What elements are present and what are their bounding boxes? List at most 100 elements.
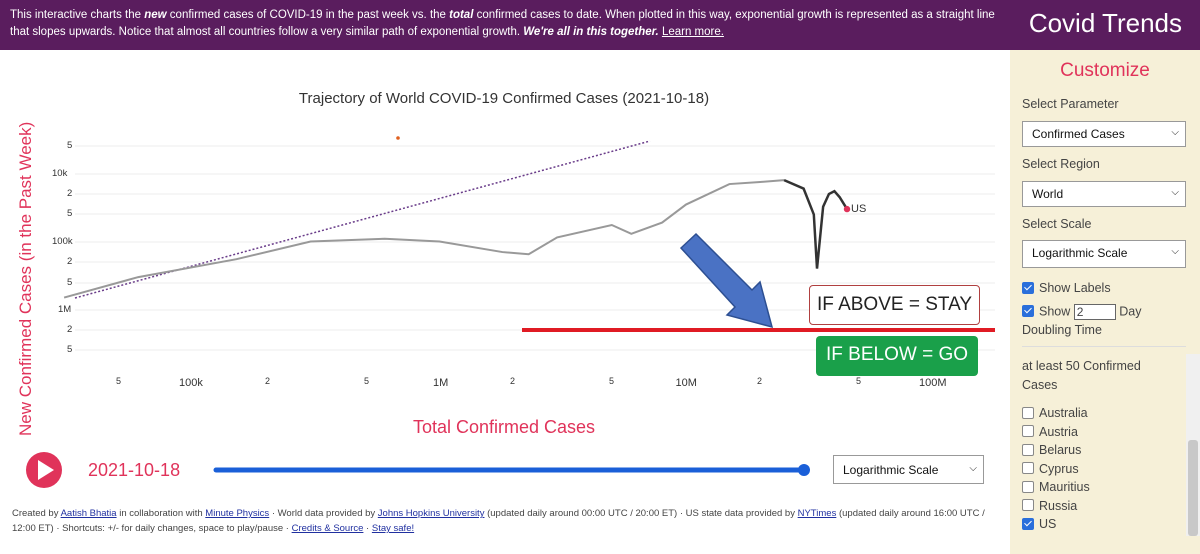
- x-tick-label: 2: [757, 376, 763, 386]
- country-name: US: [1039, 517, 1057, 531]
- country-checkbox[interactable]: [1022, 462, 1034, 475]
- show-labels-option: Show Labels: [1022, 281, 1111, 295]
- doubling-time-label: Doubling Time: [1022, 323, 1102, 337]
- scale-label: Select Scale: [1022, 217, 1092, 231]
- country-name: Austria: [1039, 424, 1078, 439]
- credit-minutephysics-link[interactable]: Minute Physics: [205, 508, 270, 519]
- country-item[interactable]: Australia: [1022, 406, 1088, 420]
- country-item[interactable]: Mauritius: [1022, 480, 1090, 494]
- us-series-label: US: [851, 203, 866, 215]
- stay-safe-link[interactable]: Stay safe!: [371, 523, 415, 534]
- top-banner: This interactive charts the new confirme…: [0, 0, 1200, 50]
- day-suffix-text: Day: [1119, 304, 1142, 319]
- sidebar-divider: [1022, 346, 1186, 347]
- credits-source-link[interactable]: Credits & Source: [291, 523, 364, 534]
- filter-cases-text: Cases: [1022, 378, 1058, 392]
- x-tick-label: 100k: [179, 377, 203, 389]
- country-item[interactable]: Russia: [1022, 499, 1077, 513]
- go-annotation: IF BELOW = GO: [816, 336, 978, 376]
- footer-credits: Created by Aatish Bhatia in collaboratio…: [12, 506, 997, 536]
- y-tick-label: 5: [67, 277, 73, 288]
- stay-annotation: IF ABOVE = STAY: [809, 285, 980, 325]
- us-trajectory-recent: [783, 178, 849, 269]
- country-checkbox[interactable]: [1022, 517, 1034, 530]
- us-trajectory-line: [63, 179, 785, 299]
- show-labels-text: Show Labels: [1039, 281, 1111, 295]
- footer-text: Created by: [12, 508, 61, 519]
- doubling-days-input[interactable]: 2: [1073, 304, 1116, 320]
- intro-text-part: This interactive charts the: [10, 9, 145, 21]
- bottom-scale-value: Logarithmic Scale: [843, 463, 939, 477]
- filter-text: at least 50 Confirmed: [1022, 359, 1141, 373]
- country-item[interactable]: Cyprus: [1022, 462, 1079, 476]
- country-checkbox[interactable]: [1022, 499, 1034, 512]
- country-item[interactable]: US: [1022, 517, 1056, 531]
- country-checkbox[interactable]: [1022, 443, 1034, 456]
- parameter-select[interactable]: Confirmed Cases ⌵: [1022, 121, 1186, 147]
- intro-emphasis-total: total: [449, 9, 474, 21]
- parameter-label: Select Parameter: [1022, 97, 1119, 111]
- stray-point: [396, 136, 400, 140]
- country-item[interactable]: Austria: [1022, 425, 1078, 439]
- country-name: Australia: [1039, 406, 1088, 420]
- chevron-down-icon: ⌵: [969, 463, 977, 474]
- x-tick-label: 100M: [919, 377, 947, 389]
- scale-select[interactable]: Logarithmic Scale ⌵: [1022, 240, 1186, 268]
- chevron-down-icon: ⌵: [1171, 127, 1179, 138]
- country-name: Cyprus: [1039, 461, 1079, 476]
- scrollbar-thumb[interactable]: [1188, 440, 1198, 536]
- y-tick-label: 100k: [52, 236, 73, 247]
- parameter-value: Confirmed Cases: [1032, 127, 1125, 141]
- credit-author-link[interactable]: Aatish Bhatia: [60, 508, 117, 519]
- bottom-scale-select[interactable]: Logarithmic Scale ⌵: [833, 455, 984, 484]
- intro-emphasis-together: We're all in this together.: [523, 26, 659, 38]
- slider-handle[interactable]: [798, 464, 810, 476]
- country-list-scrollbar[interactable]: [1186, 354, 1200, 536]
- footer-text: in collaboration with: [116, 508, 206, 519]
- x-tick-label: 5: [856, 376, 862, 386]
- doubling-time-checkbox[interactable]: [1022, 305, 1034, 317]
- app-title: Covid Trends: [1028, 8, 1182, 38]
- intro-text-part: confirmed cases to date. When plotted in…: [10, 9, 995, 38]
- country-name: Belarus: [1039, 443, 1082, 457]
- x-tick-label: 5: [116, 376, 122, 386]
- y-tick-label: 5: [67, 140, 73, 151]
- region-value: World: [1032, 187, 1064, 201]
- us-current-point: [843, 205, 851, 213]
- jhu-link[interactable]: Johns Hopkins University: [377, 508, 485, 519]
- down-arrow-icon: [679, 232, 774, 329]
- current-date: 2021-10-18: [88, 460, 181, 480]
- x-tick-label: 10M: [675, 377, 697, 389]
- country-checkbox[interactable]: [1022, 425, 1034, 438]
- date-slider[interactable]: [210, 460, 810, 480]
- country-name: Russia: [1039, 498, 1078, 513]
- x-tick-label: 1M: [433, 377, 449, 389]
- chart-svg: US Trajectory of World COVID-19 Confirme…: [16, 90, 995, 437]
- intro-text-part: confirmed cases of COVID-19 in the past …: [166, 9, 450, 21]
- y-tick-label: 2: [67, 188, 73, 199]
- footer-text: (updated daily around 16:00 UTC / 12:00 …: [12, 508, 985, 534]
- country-list[interactable]: at least 50 Confirmed Cases Australia Aus…: [1010, 354, 1186, 536]
- chart-title: Trajectory of World COVID-19 Confirmed C…: [299, 90, 709, 107]
- doubling-time-option: Show 2 Day: [1022, 304, 1141, 320]
- scale-value: Logarithmic Scale: [1032, 246, 1128, 260]
- x-axis-title: Total Confirmed Cases: [413, 417, 595, 437]
- play-icon: [38, 460, 54, 480]
- show-prefix-text: Show: [1039, 304, 1071, 319]
- x-tick-label: 5: [364, 376, 370, 386]
- region-select[interactable]: World ⌵: [1022, 181, 1186, 207]
- show-labels-checkbox[interactable]: [1022, 281, 1034, 294]
- play-button[interactable]: [25, 451, 63, 489]
- country-item[interactable]: Belarus: [1022, 443, 1081, 457]
- sidebar-heading: Customize: [1060, 60, 1150, 81]
- learn-more-link[interactable]: Learn more.: [661, 26, 724, 38]
- chevron-down-icon: ⌵: [1171, 187, 1179, 198]
- y-tick-label: 10k: [52, 168, 68, 179]
- footer-text: ·: [363, 523, 372, 534]
- footer-text: (updated daily around 00:00 UTC / 20:00 …: [484, 508, 798, 519]
- country-checkbox[interactable]: [1022, 406, 1034, 419]
- country-checkbox[interactable]: [1022, 480, 1034, 493]
- chevron-down-icon: ⌵: [1171, 246, 1179, 257]
- nytimes-link[interactable]: NYTimes: [797, 508, 837, 519]
- y-tick-label: 1M: [58, 304, 72, 315]
